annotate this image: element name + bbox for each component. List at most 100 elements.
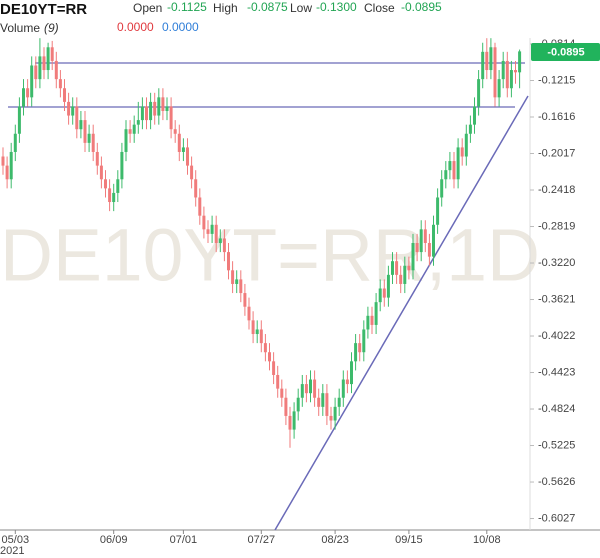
watermark: DE10YT=RR,1D [0,214,540,297]
candle-body [181,147,185,152]
candle-body [403,265,407,284]
candle-body [436,197,440,225]
y-tick-label: -0.1215 [538,74,575,86]
candle-body [317,397,321,407]
candle-body [374,302,378,325]
candle-body [477,79,481,107]
candle-body [391,261,394,275]
candle-body [505,60,509,89]
y-tick-label: -0.5626 [538,476,575,488]
y-tick-label: -0.3621 [538,293,575,305]
candle-body [231,270,235,284]
candle-body [235,279,239,284]
candle-body [362,329,366,353]
candle-body [514,70,517,73]
candle-body [190,165,194,180]
candle-body [132,124,136,134]
candle-body [161,97,165,112]
candle-body [75,106,79,130]
candle-body [411,242,415,271]
candle-body [341,379,345,398]
candle-body [153,101,157,116]
volume-value: 0.0000 [117,20,154,34]
candle-body [108,188,112,203]
candle-body [165,106,169,112]
y-tick-label: -0.6027 [538,512,575,524]
candle-body [419,229,423,253]
candle-body [268,352,271,362]
x-tick-label: 08/23 [321,534,349,546]
candle-body [58,79,62,89]
x-tick-label: 06/09 [100,534,128,546]
candle-body [243,293,247,307]
candle-body [87,133,91,143]
candle-body [173,129,177,134]
candle-body [5,165,9,180]
candle-body [247,306,251,321]
candle-body [227,252,230,271]
candle-body [378,288,382,303]
y-tick-label: -0.2017 [538,147,575,159]
candle-body [509,70,513,89]
candle-body [112,192,116,203]
candle-body [493,47,497,98]
candle-body [366,315,370,330]
candle-body [194,179,198,198]
candle-body [218,238,222,243]
candle-body [452,161,456,180]
candle-body [296,397,300,412]
trend-line [274,95,529,531]
candle-body [485,51,489,71]
y-tick-label: -0.4824 [538,403,575,415]
candle-body [177,133,181,152]
candle-body [34,65,38,80]
candle-body [104,179,107,189]
candle-body [149,101,153,121]
candle-body [136,120,140,125]
candle-body [325,393,329,416]
candle-body [345,379,349,385]
candle-body [17,106,21,134]
volume-value: 0.0000 [162,20,199,34]
open-label: Open [133,1,162,15]
candle-body [395,261,399,275]
candle-body [280,388,284,398]
candle-body [354,343,358,362]
candle-body [333,406,337,421]
candle-body [263,343,267,353]
candle-body [304,384,308,394]
candle-body [386,274,390,298]
y-tick-label: -0.3220 [538,257,575,269]
y-tick-label: -0.1616 [538,111,575,123]
candle-body [288,415,292,430]
candle-body [415,242,419,253]
candle-body [210,224,214,234]
candle-body [370,315,374,325]
x-tick-label: 05/03 [2,534,30,546]
x-tick-label: 10/08 [473,534,501,546]
candle-body [222,238,226,253]
close-value: -0.0895 [401,0,442,14]
candle-body [120,151,124,180]
candle-body [95,151,99,166]
close-label: Close [364,1,395,15]
candle-body [54,60,58,80]
candle-body [468,124,472,134]
candle-body [382,288,386,298]
candle-body [255,329,259,335]
candle-body [38,56,42,80]
candle-body [46,47,50,71]
candle-body [501,60,505,80]
chart-title: DE10YT=RR [0,1,87,18]
candle-body [272,361,276,375]
candles [1,38,522,448]
candle-body [198,197,202,216]
x-tick-label: 07/27 [248,534,276,546]
volume-period: (9) [44,21,59,35]
candle-body [440,179,444,198]
candle-body [497,79,501,98]
candle-body [9,151,13,180]
candle-body [71,106,75,116]
